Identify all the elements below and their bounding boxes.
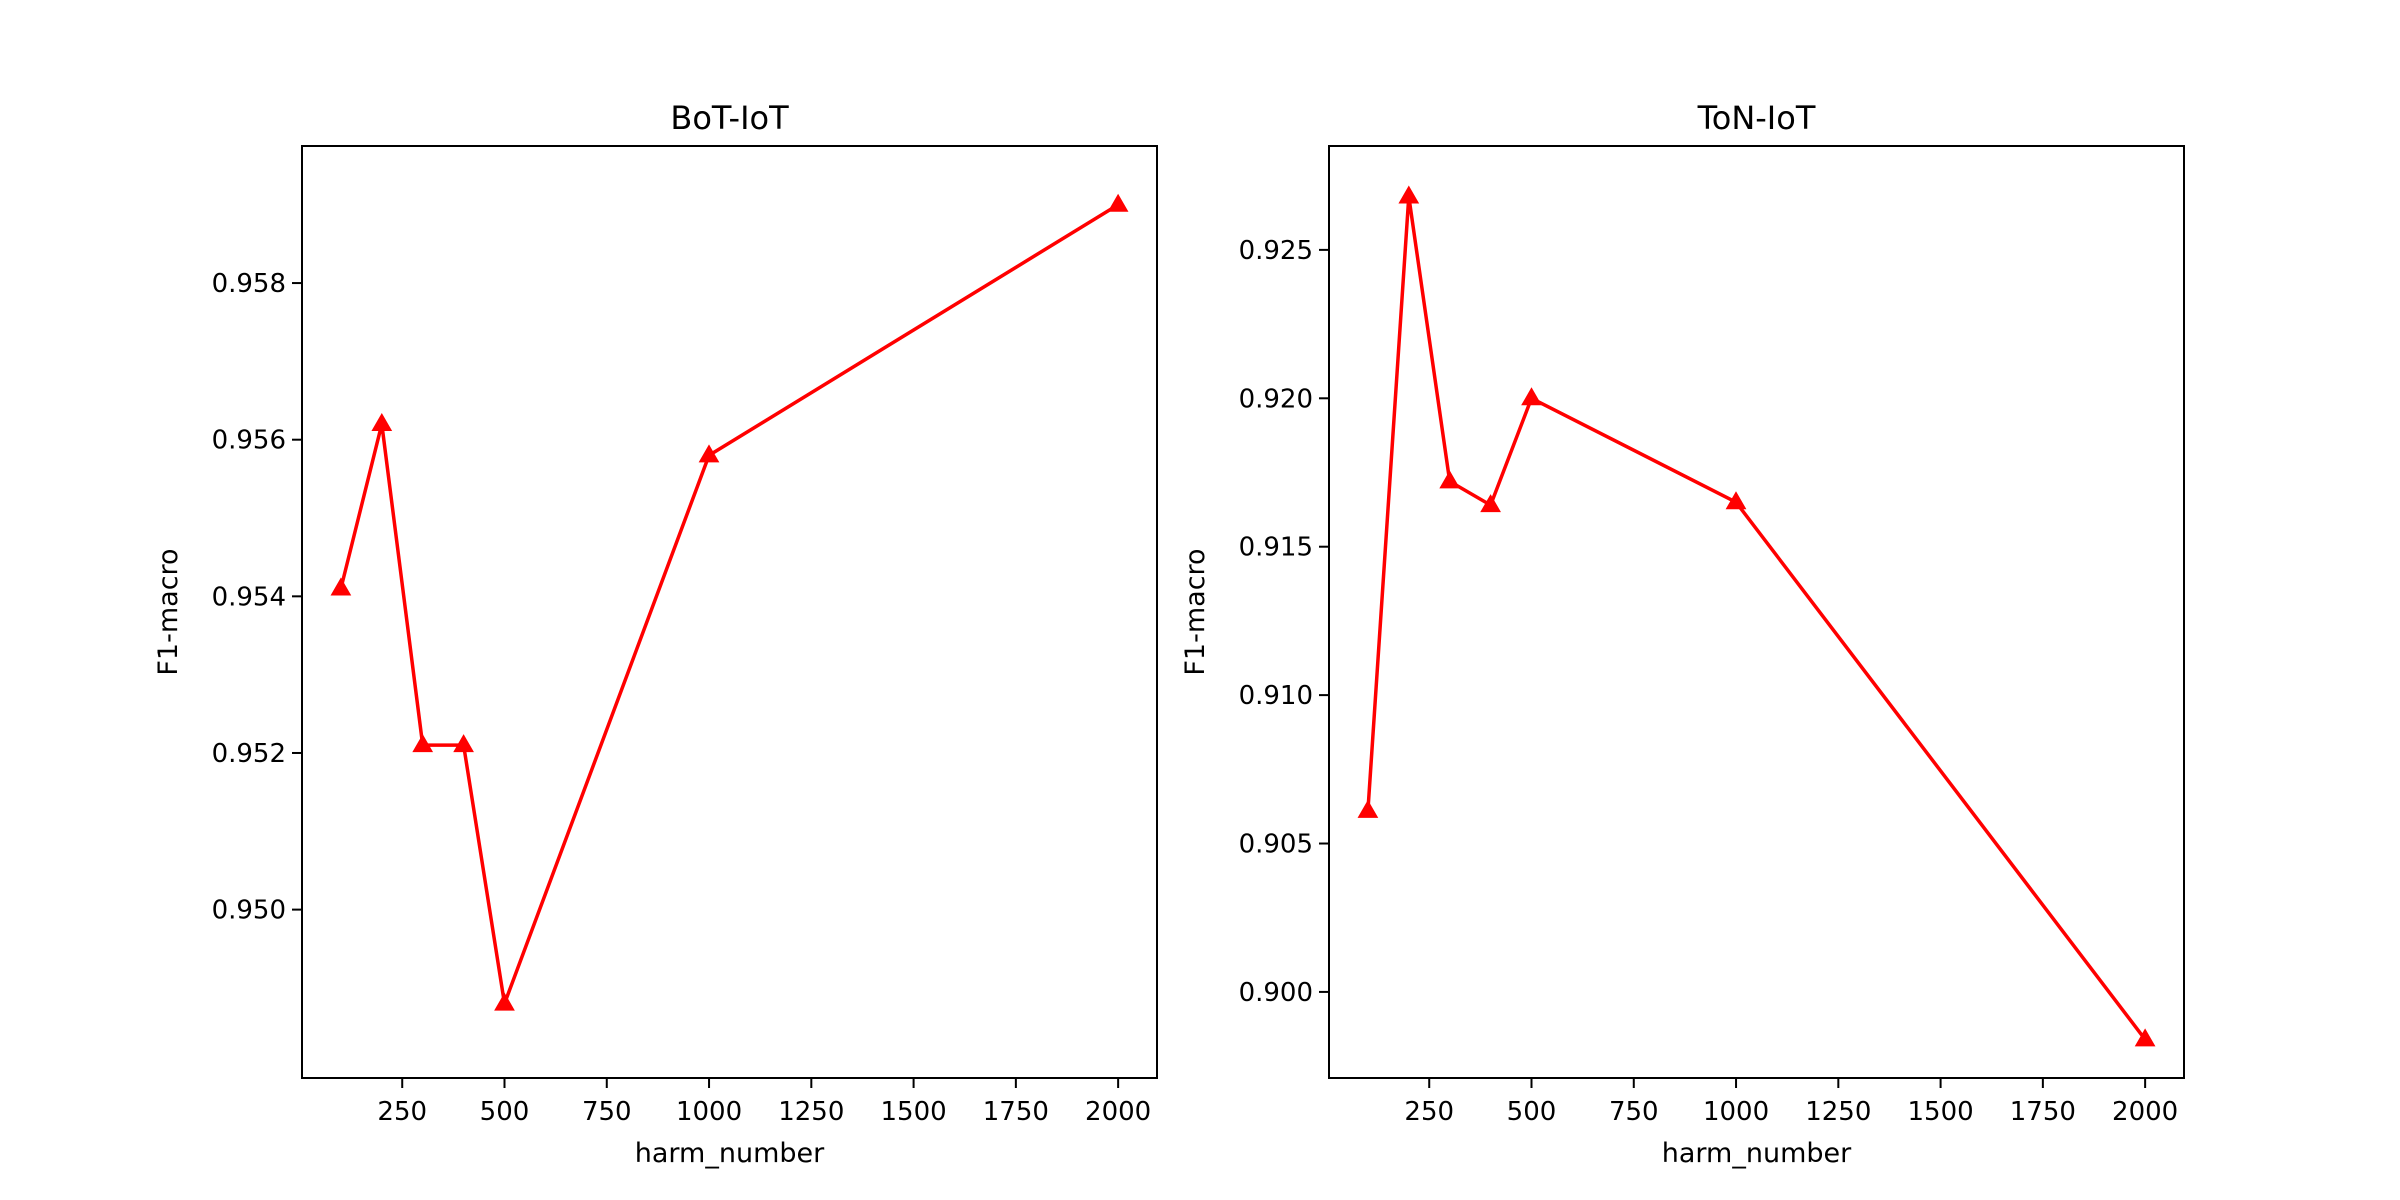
data-point-marker	[1398, 185, 1420, 204]
x-tick-label: 2000	[2112, 1097, 2178, 1127]
chart-title: ToN-IoT	[1697, 99, 1816, 137]
series-line	[1366, 194, 2147, 1041]
plot-frame	[1328, 145, 2185, 1079]
x-tick-label: 1750	[983, 1097, 1049, 1127]
chart-title: BoT-IoT	[670, 99, 789, 137]
x-tick-label: 250	[377, 1097, 427, 1127]
y-tick-label: 0.915	[1239, 533, 1313, 563]
data-point-marker	[453, 734, 474, 753]
x-tick-label: 250	[1404, 1097, 1454, 1127]
data-point-marker	[412, 734, 434, 753]
data-point-marker	[330, 577, 352, 596]
plot-frame	[301, 145, 1158, 1079]
x-tick-label: 500	[1507, 1097, 1557, 1127]
y-tick-label: 0.952	[212, 739, 286, 769]
x-tick-label: 1750	[2010, 1097, 2076, 1127]
x-tick-label: 1250	[1805, 1097, 1871, 1127]
x-tick-label: 1000	[676, 1097, 742, 1127]
x-tick-label: 1250	[778, 1097, 844, 1127]
y-tick-label: 0.905	[1239, 830, 1313, 860]
x-tick-label: 750	[1609, 1097, 1659, 1127]
y-tick-label: 0.900	[1239, 978, 1313, 1008]
data-point-marker	[1357, 799, 1379, 818]
y-tick-label: 0.956	[212, 426, 286, 456]
y-tick-label: 0.925	[1239, 236, 1313, 266]
data-point-marker	[1480, 494, 1501, 513]
x-tick-label: 750	[582, 1097, 632, 1127]
data-point-marker	[1521, 387, 1542, 406]
data-point-marker	[1107, 193, 1129, 212]
y-axis-label: F1-macro	[153, 548, 184, 675]
x-tick-label: 1500	[1908, 1097, 1974, 1127]
y-axis-label: F1-macro	[1180, 548, 1211, 675]
x-axis-label: harm_number	[635, 1138, 825, 1169]
y-tick-label: 0.950	[212, 896, 286, 926]
data-point-marker	[2134, 1028, 2156, 1047]
series-line	[339, 203, 1120, 1006]
x-axis-label: harm_number	[1662, 1138, 1852, 1169]
data-point-marker	[698, 444, 720, 463]
x-tick-label: 1500	[881, 1097, 947, 1127]
y-tick-label: 0.910	[1239, 681, 1313, 711]
chart-bot-iot: BoT-IoT 250 500 750 1000 1250 1500 1750 2000 0.95…	[153, 99, 1158, 1169]
x-tick-label: 2000	[1085, 1097, 1151, 1127]
data-point-marker	[1439, 470, 1461, 489]
x-tick-label: 1000	[1703, 1097, 1769, 1127]
x-tick-label: 500	[480, 1097, 530, 1127]
data-point-marker	[494, 992, 515, 1011]
chart-ton-iot: ToN-IoT 250 500 750 1000 1250 1500 1750 2000 0.90…	[1180, 99, 2185, 1169]
y-tick-label: 0.958	[212, 269, 286, 299]
y-tick-label: 0.954	[212, 582, 286, 612]
data-point-marker	[1725, 491, 1747, 510]
y-tick-label: 0.920	[1239, 384, 1313, 414]
data-point-marker	[371, 412, 393, 431]
